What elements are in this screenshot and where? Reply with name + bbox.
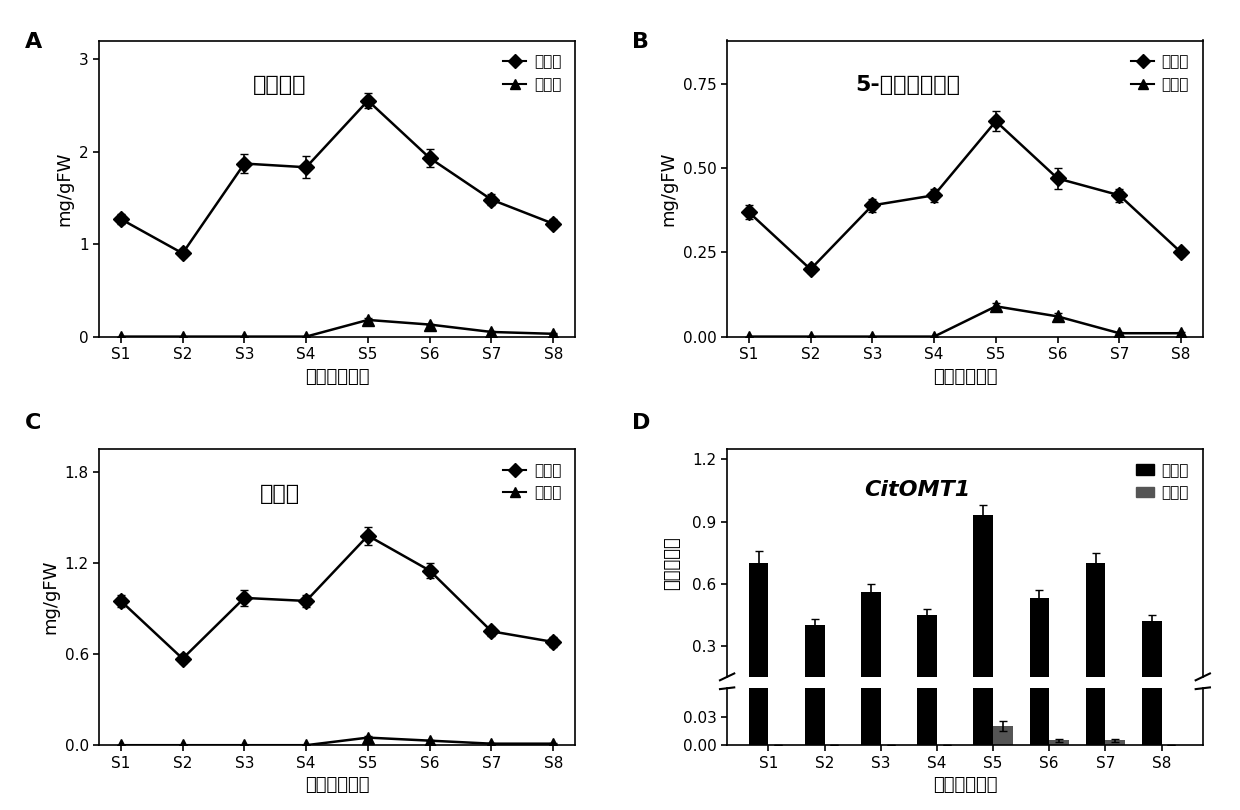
Bar [1029,242,1049,745]
Text: B: B [632,32,650,53]
Bar [1142,347,1162,745]
Text: 橘皮素: 橘皮素 [260,484,300,504]
Bar [1049,740,1069,745]
Text: 川陈皮素: 川陈皮素 [253,75,306,95]
Bar [918,615,937,708]
Bar [1049,707,1069,708]
Y-axis label: mg/gFW: mg/gFW [56,151,73,226]
Bar [973,0,993,745]
Legend: 油胞层, 白皮层: 油胞层, 白皮层 [1125,48,1195,98]
Bar [805,625,825,708]
Bar [993,727,1013,745]
Y-axis label: mg/gFW: mg/gFW [660,151,677,226]
Text: CitOMT1: CitOMT1 [864,480,971,500]
Bar [1086,563,1105,708]
Legend: 油胞层, 白皮层: 油胞层, 白皮层 [497,457,567,506]
Text: 5-去甲川陈皮素: 5-去甲川陈皮素 [856,75,960,95]
Bar [1029,599,1049,708]
Legend: 油胞层, 白皮层: 油胞层, 白皮层 [1130,457,1195,506]
Bar [1142,621,1162,708]
X-axis label: 瓯柑发育阶段: 瓯柑发育阶段 [305,368,370,386]
Text: D: D [632,413,651,433]
Text: C: C [25,413,41,433]
Bar [1105,740,1125,745]
Bar [861,592,880,708]
Bar [918,318,937,745]
Bar [973,515,993,708]
Bar [993,704,1013,708]
Y-axis label: mg/gFW: mg/gFW [41,560,60,634]
Bar [749,563,769,708]
Legend: 油胞层, 白皮层: 油胞层, 白皮层 [497,48,567,98]
X-axis label: 瓯柑发育阶段: 瓯柑发育阶段 [932,368,997,386]
Text: A: A [25,32,42,53]
Bar [1105,707,1125,708]
Bar [749,81,769,745]
Y-axis label: 相对表达量: 相对表达量 [663,536,681,590]
X-axis label: 瓯柑发育阶段: 瓯柑发育阶段 [932,776,997,794]
Bar [861,214,880,745]
Bar [1086,81,1105,745]
Bar [805,365,825,745]
X-axis label: 瓯柑发育阶段: 瓯柑发育阶段 [305,776,370,794]
